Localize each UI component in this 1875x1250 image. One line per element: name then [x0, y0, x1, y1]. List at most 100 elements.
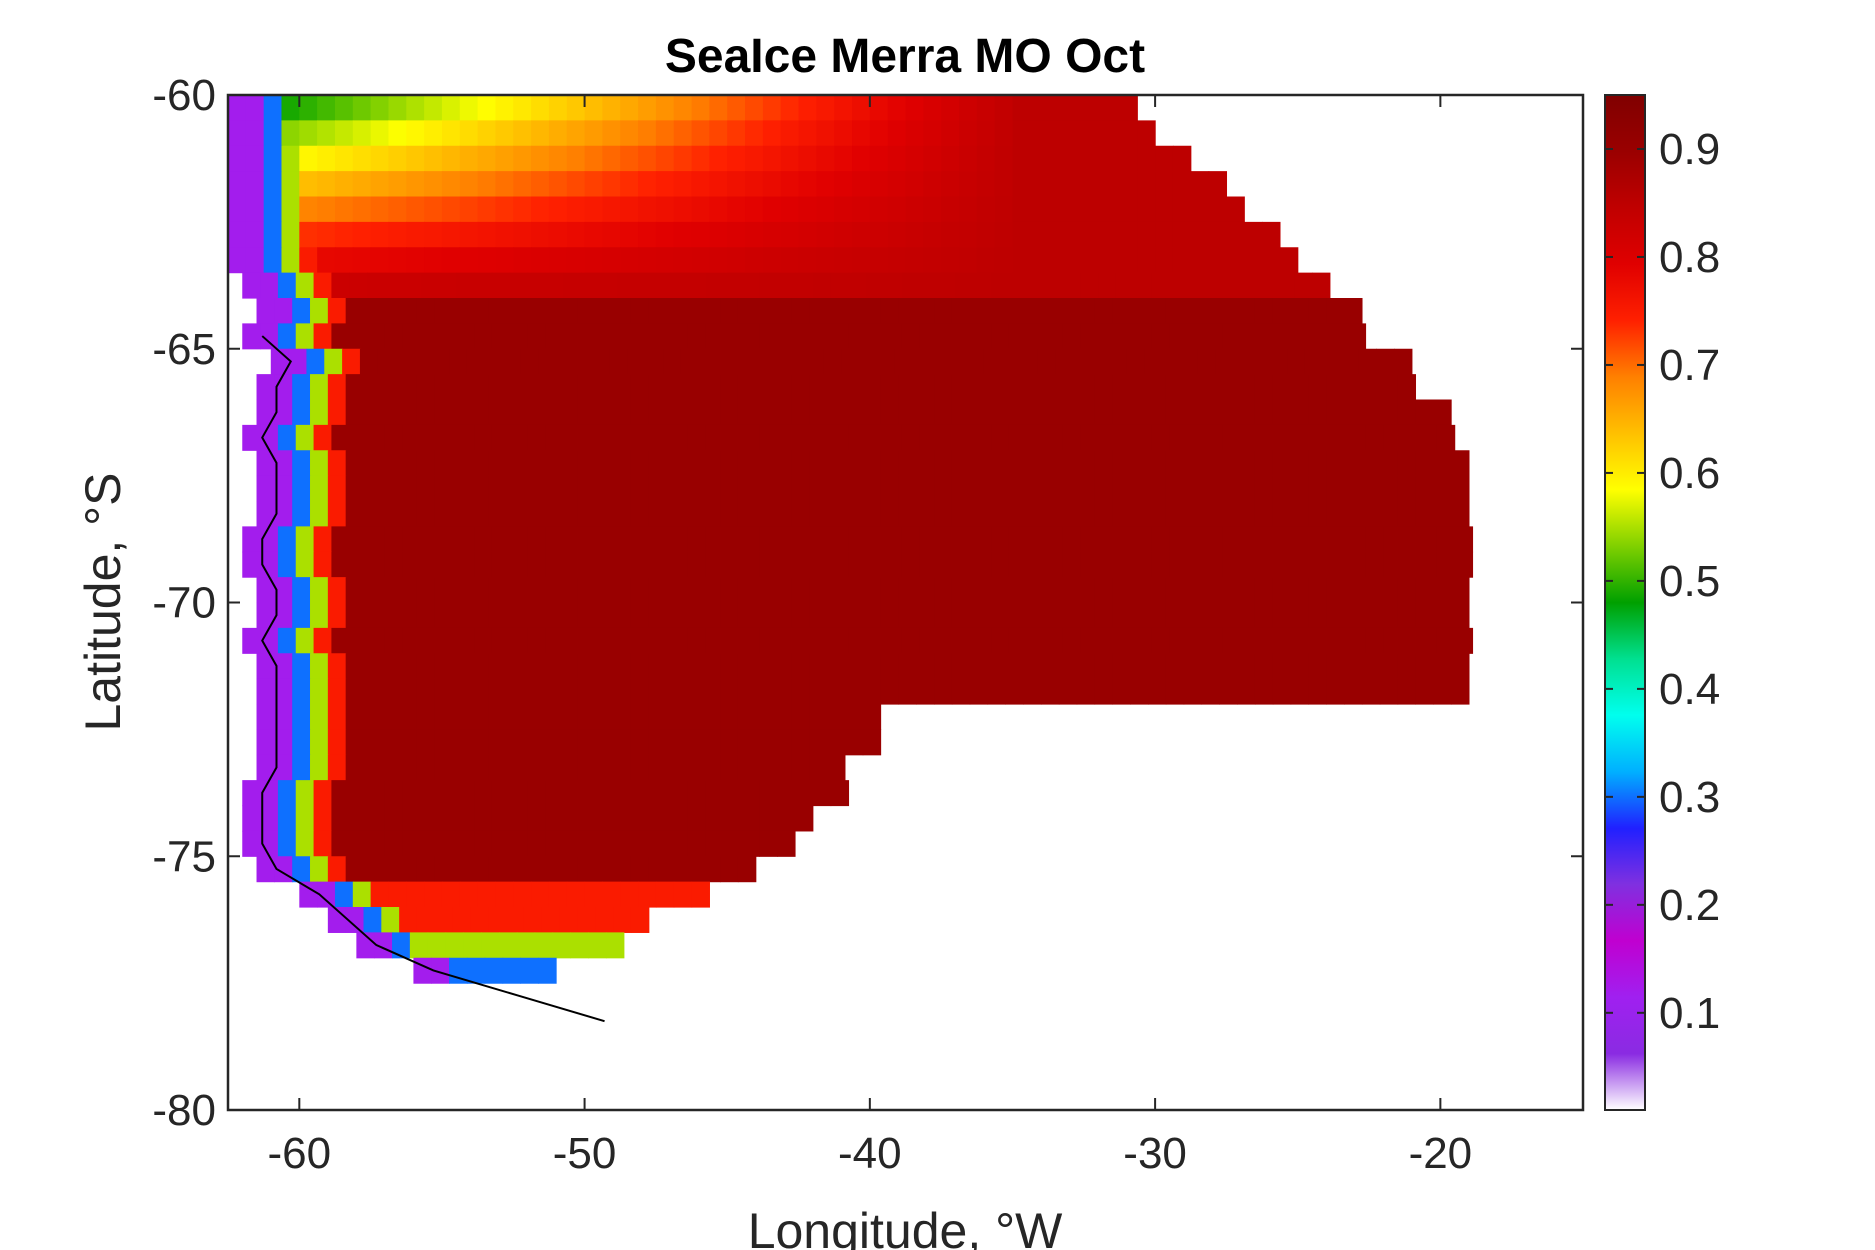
heatmap-cell [399, 374, 418, 401]
heatmap-cell [598, 627, 618, 654]
heatmap-cell [363, 729, 382, 756]
heatmap-cell [1269, 348, 1288, 375]
heatmap-cell [648, 704, 668, 730]
heatmap-cell [1272, 501, 1292, 527]
colorbar-tick-label: 0.7 [1659, 341, 1720, 390]
heatmap-cell [684, 678, 703, 705]
heatmap-cell [723, 424, 743, 451]
heatmap-cell [256, 298, 275, 324]
heatmap-cell [381, 602, 400, 629]
heatmap-cell [1272, 374, 1292, 401]
heatmap-cell [737, 704, 757, 730]
heatmap-cell [1012, 221, 1031, 248]
heatmap-cell [1379, 653, 1399, 680]
heatmap-cell [581, 323, 600, 350]
heatmap-cell [1076, 577, 1096, 604]
heatmap-cell [491, 424, 511, 451]
heatmap-cell [1112, 501, 1131, 527]
heatmap-cell [242, 780, 261, 807]
heatmap-cell [1344, 450, 1363, 477]
heatmap-cell [1344, 577, 1363, 604]
heatmap-cell [438, 526, 457, 553]
heatmap-cell [1048, 247, 1067, 274]
heatmap-cell [969, 602, 989, 629]
heatmap-cell [898, 298, 917, 324]
heatmap-cell [548, 247, 568, 274]
heatmap-cell [798, 145, 817, 172]
heatmap-cell [652, 805, 671, 832]
heatmap-cell [1030, 145, 1049, 172]
heatmap-cell [1205, 424, 1224, 451]
heatmap-cell [281, 221, 300, 248]
heatmap-cell [634, 780, 653, 807]
heatmap-cell [691, 120, 710, 147]
heatmap-cell [438, 272, 457, 299]
heatmap-cell [894, 348, 914, 375]
heatmap-cell [869, 171, 889, 198]
heatmap-cell [406, 145, 425, 172]
heatmap-cell [791, 602, 810, 629]
heatmap-cell [1344, 653, 1363, 680]
heatmap-cell [509, 272, 529, 299]
heatmap-cell [737, 475, 757, 502]
heatmap-cell [880, 678, 899, 705]
heatmap-cell [424, 247, 443, 274]
heatmap-cell [602, 95, 621, 121]
heatmap-cell [755, 475, 775, 502]
heatmap-cell [794, 627, 814, 654]
heatmap-cell [648, 475, 668, 502]
heatmap-cell [666, 450, 686, 477]
heatmap-cell [1172, 196, 1192, 223]
heatmap-cell [277, 272, 297, 299]
heatmap-cell [1058, 475, 1078, 502]
heatmap-cell [559, 475, 579, 502]
heatmap-cell [470, 754, 489, 781]
heatmap-cell [424, 881, 443, 908]
heatmap-cell [441, 881, 461, 908]
heatmap-cell [310, 704, 329, 730]
heatmap-cell [1183, 399, 1203, 426]
heatmap-cell [898, 602, 917, 629]
heatmap-cell [548, 95, 568, 121]
heatmap-cell [438, 424, 457, 451]
heatmap-cell [955, 551, 974, 578]
heatmap-cell [1201, 475, 1220, 502]
heatmap-cell [1379, 501, 1399, 527]
heatmap-cell [652, 424, 671, 451]
heatmap-cell [1451, 450, 1470, 477]
heatmap-cell [1237, 399, 1256, 426]
heatmap-cell [488, 729, 507, 756]
heatmap-cell [1397, 653, 1417, 680]
heatmap-cell [648, 501, 668, 527]
heatmap-cell [958, 196, 978, 223]
heatmap-cell [841, 348, 860, 375]
heatmap-cell [852, 247, 871, 274]
heatmap-cell [402, 272, 422, 299]
heatmap-cell [777, 323, 796, 350]
heatmap-cell [670, 805, 689, 832]
heatmap-cell [723, 272, 743, 299]
heatmap-cell [416, 754, 436, 781]
heatmap-cell [488, 501, 507, 527]
heatmap-cell [541, 501, 561, 527]
heatmap-cell [941, 247, 960, 274]
heatmap-cell [1026, 551, 1046, 578]
heatmap-cell [384, 780, 404, 807]
heatmap-cell [1133, 526, 1153, 553]
heatmap-cell [1008, 627, 1028, 654]
heatmap-cell [666, 298, 686, 324]
heatmap-cell [1379, 399, 1399, 426]
heatmap-cell [923, 120, 942, 147]
heatmap-cell [616, 780, 636, 807]
heatmap-cell [973, 627, 992, 654]
heatmap-cell [260, 551, 279, 578]
heatmap-cell [334, 247, 354, 274]
heatmap-cell [416, 907, 436, 933]
heatmap-cell [242, 830, 261, 857]
heatmap-cell [559, 856, 579, 883]
heatmap-cell [488, 907, 507, 933]
heatmap-cell [613, 475, 632, 502]
heatmap-cell [1012, 196, 1031, 223]
heatmap-cell [1329, 424, 1349, 451]
heatmap-cell [313, 323, 333, 350]
